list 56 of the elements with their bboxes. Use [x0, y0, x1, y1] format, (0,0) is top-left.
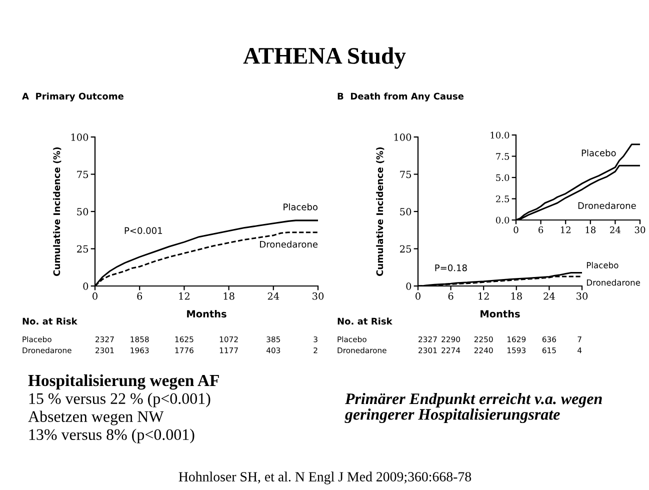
y-tick-label: 50 — [400, 208, 412, 216]
series-label: Placebo — [582, 149, 616, 156]
text: Primärer Endpunkt erreicht v.a. wegen geringerer Hospitalisierungsrate — [344, 392, 602, 424]
x-tick-label: 6 — [448, 292, 454, 300]
series-label: Dronedarone — [578, 202, 636, 210]
text: Absetzen wegen NW — [28, 410, 164, 426]
y-axis-title: Cumulative Incidence (%) — [376, 147, 384, 276]
x-tick-label: 30 — [634, 226, 646, 234]
x-tick-label: 12 — [478, 292, 489, 300]
x-tick-label: 6 — [137, 292, 142, 300]
series-label: Placebo — [284, 203, 318, 210]
y-tick-label: 100 — [394, 133, 412, 141]
text: Hohnloser SH, et al. N Engl J Med 2009;360:668-78 — [178, 472, 472, 484]
y-tick-label: 50 — [77, 208, 88, 216]
x-tick-label: 30 — [312, 292, 324, 300]
text: No. at Risk — [22, 318, 78, 325]
x-tick-label: 24 — [610, 226, 620, 234]
y-tick-label: 75 — [400, 170, 411, 178]
y-tick-label: 0 — [406, 282, 412, 290]
x-axis-title: Months — [187, 310, 226, 318]
annotation: P=0.18 — [435, 264, 467, 272]
x-tick-label: 18 — [511, 292, 522, 300]
x-tick-label: 18 — [586, 226, 596, 234]
series-label: Dronedarone — [586, 279, 640, 286]
chart-title: B Death from Any Cause — [338, 92, 464, 102]
x-tick-label: 18 — [224, 292, 234, 300]
text: Hospitalisierung wegen AF — [28, 374, 219, 390]
x-axis-title: Months — [480, 310, 520, 318]
y-axis-title: Cumulative Incidence (%) — [53, 147, 62, 276]
x-tick-label: 0 — [92, 292, 98, 300]
text: 15 % versus 22 % (p<0.001) — [29, 392, 210, 408]
text: 13% versus 8% (p<0.001) — [29, 428, 194, 444]
y-tick-label: 25 — [77, 245, 88, 253]
x-tick-label: 6 — [538, 226, 544, 234]
y-tick-label: 2.5 — [496, 195, 510, 202]
y-tick-label: 10.0 — [490, 132, 510, 139]
y-tick-label: 0.0 — [496, 216, 510, 224]
y-tick-label: 25 — [400, 245, 411, 253]
y-tick-label: 5.0 — [496, 174, 510, 182]
x-tick-label: 30 — [576, 292, 588, 300]
series-label: Placebo — [586, 262, 618, 268]
x-tick-label: 12 — [179, 292, 190, 300]
x-tick-label: 24 — [544, 292, 555, 300]
x-tick-label: 12 — [560, 226, 570, 234]
y-tick-label: 7.5 — [496, 153, 510, 160]
text: No. at Risk — [338, 318, 392, 325]
annotation: P<0.001 — [124, 227, 162, 234]
text: ATHENA Study — [243, 47, 406, 69]
y-tick-label: 100 — [71, 133, 88, 141]
y-tick-label: 75 — [77, 170, 88, 178]
y-tick-label: 0 — [83, 282, 88, 290]
chart-title: A Primary Outcome — [22, 92, 124, 102]
x-tick-label: 0 — [514, 226, 518, 234]
x-tick-label: 0 — [416, 292, 420, 300]
series-label: Dronedarone — [260, 240, 318, 248]
x-tick-label: 24 — [268, 292, 280, 300]
